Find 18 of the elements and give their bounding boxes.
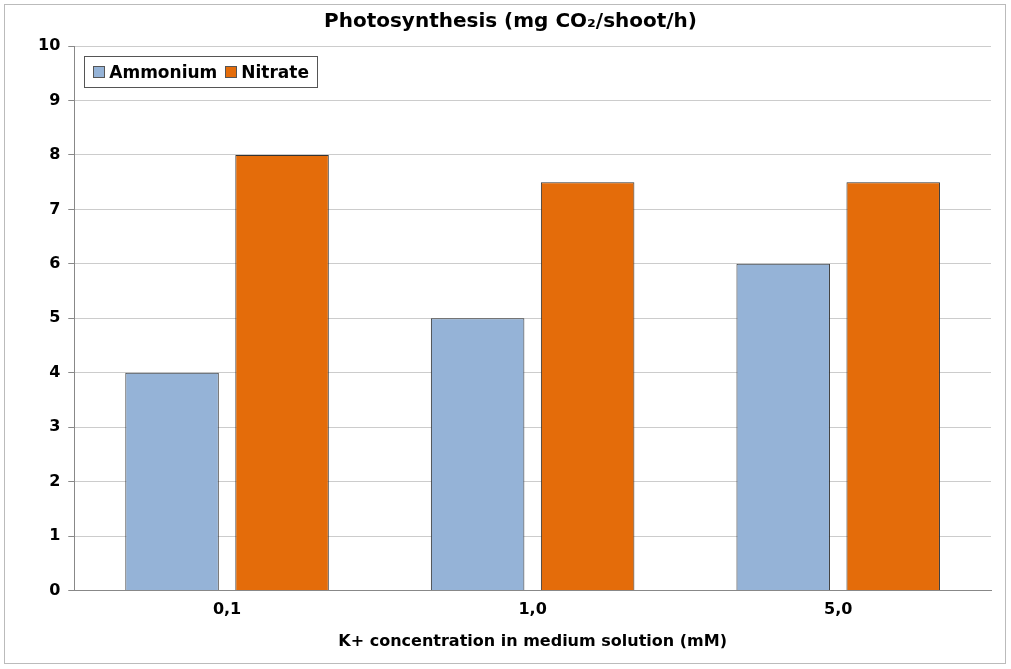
- x-axis-title: K+ concentration in medium solution (mM): [338, 630, 727, 650]
- y-tick-label: 0: [49, 579, 61, 599]
- y-tick-label: 3: [49, 416, 61, 436]
- y-tick-label: 10: [38, 35, 61, 55]
- y-tick-label: 8: [49, 144, 61, 164]
- y-tick-label: 2: [49, 470, 61, 490]
- y-tick-label: 9: [49, 89, 61, 109]
- y-tick-label: 5: [49, 307, 61, 327]
- y-tick-label: 6: [49, 253, 61, 272]
- x-tick-label: 5,0: [824, 599, 853, 619]
- x-tick-label: 0,1: [212, 599, 242, 619]
- legend-label: Nitrate: [241, 62, 309, 82]
- chart-title: Photosynthesis (mg CO₂/shoot/h): [324, 8, 697, 33]
- y-tick-label: 4: [49, 361, 61, 381]
- y-tick-label: 1: [49, 525, 61, 545]
- y-tick-label: 7: [49, 198, 61, 218]
- legend-label: Ammonium: [109, 62, 218, 82]
- x-tick-label: 1,0: [518, 599, 547, 619]
